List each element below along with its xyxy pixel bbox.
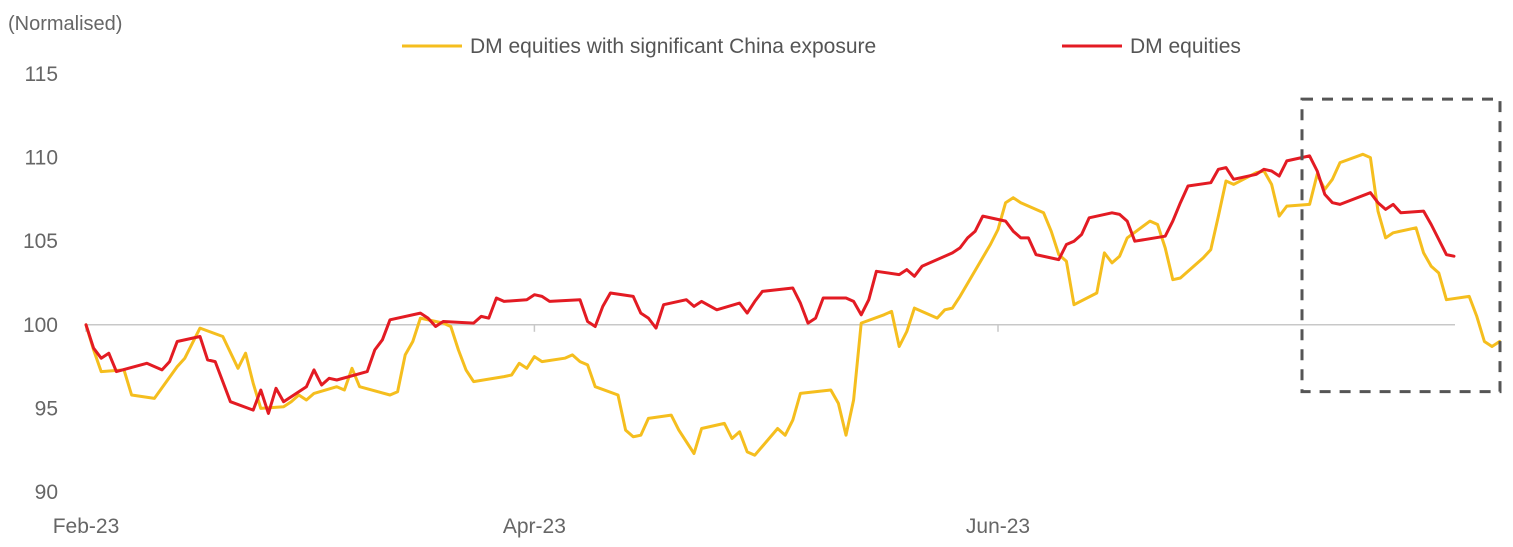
highlight-box-group (1300, 97, 1502, 394)
legend-label-china-exposure: DM equities with significant China expos… (470, 35, 876, 58)
highlight-box (1300, 97, 1502, 394)
reference-line-group (85, 324, 1455, 332)
x-tick-label-0: Feb-23 (53, 515, 120, 538)
y-tick-label-90: 90 (35, 481, 58, 504)
series-line-china-exposure (84, 152, 1502, 457)
plot-area (84, 152, 1502, 457)
y-tick-label-115: 115 (25, 63, 58, 86)
y-tick-label-110: 110 (25, 147, 58, 170)
legend: DM equities with significant China expos… (402, 35, 1241, 58)
y-axis: 90 95 100 105 110 115 (23, 63, 58, 504)
legend-label-dm-equities: DM equities (1130, 35, 1241, 58)
series-line-dm-equities (84, 154, 1456, 415)
y-unit-label: (Normalised) (8, 13, 122, 35)
x-tick-label-1: Apr-23 (503, 515, 566, 538)
y-tick-label-105: 105 (23, 230, 58, 253)
x-axis: Feb-23 Apr-23 Jun-23 (53, 515, 1030, 538)
y-tick-label-100: 100 (23, 314, 58, 337)
x-tick-label-2: Jun-23 (966, 515, 1030, 538)
y-tick-label-95: 95 (35, 397, 58, 420)
